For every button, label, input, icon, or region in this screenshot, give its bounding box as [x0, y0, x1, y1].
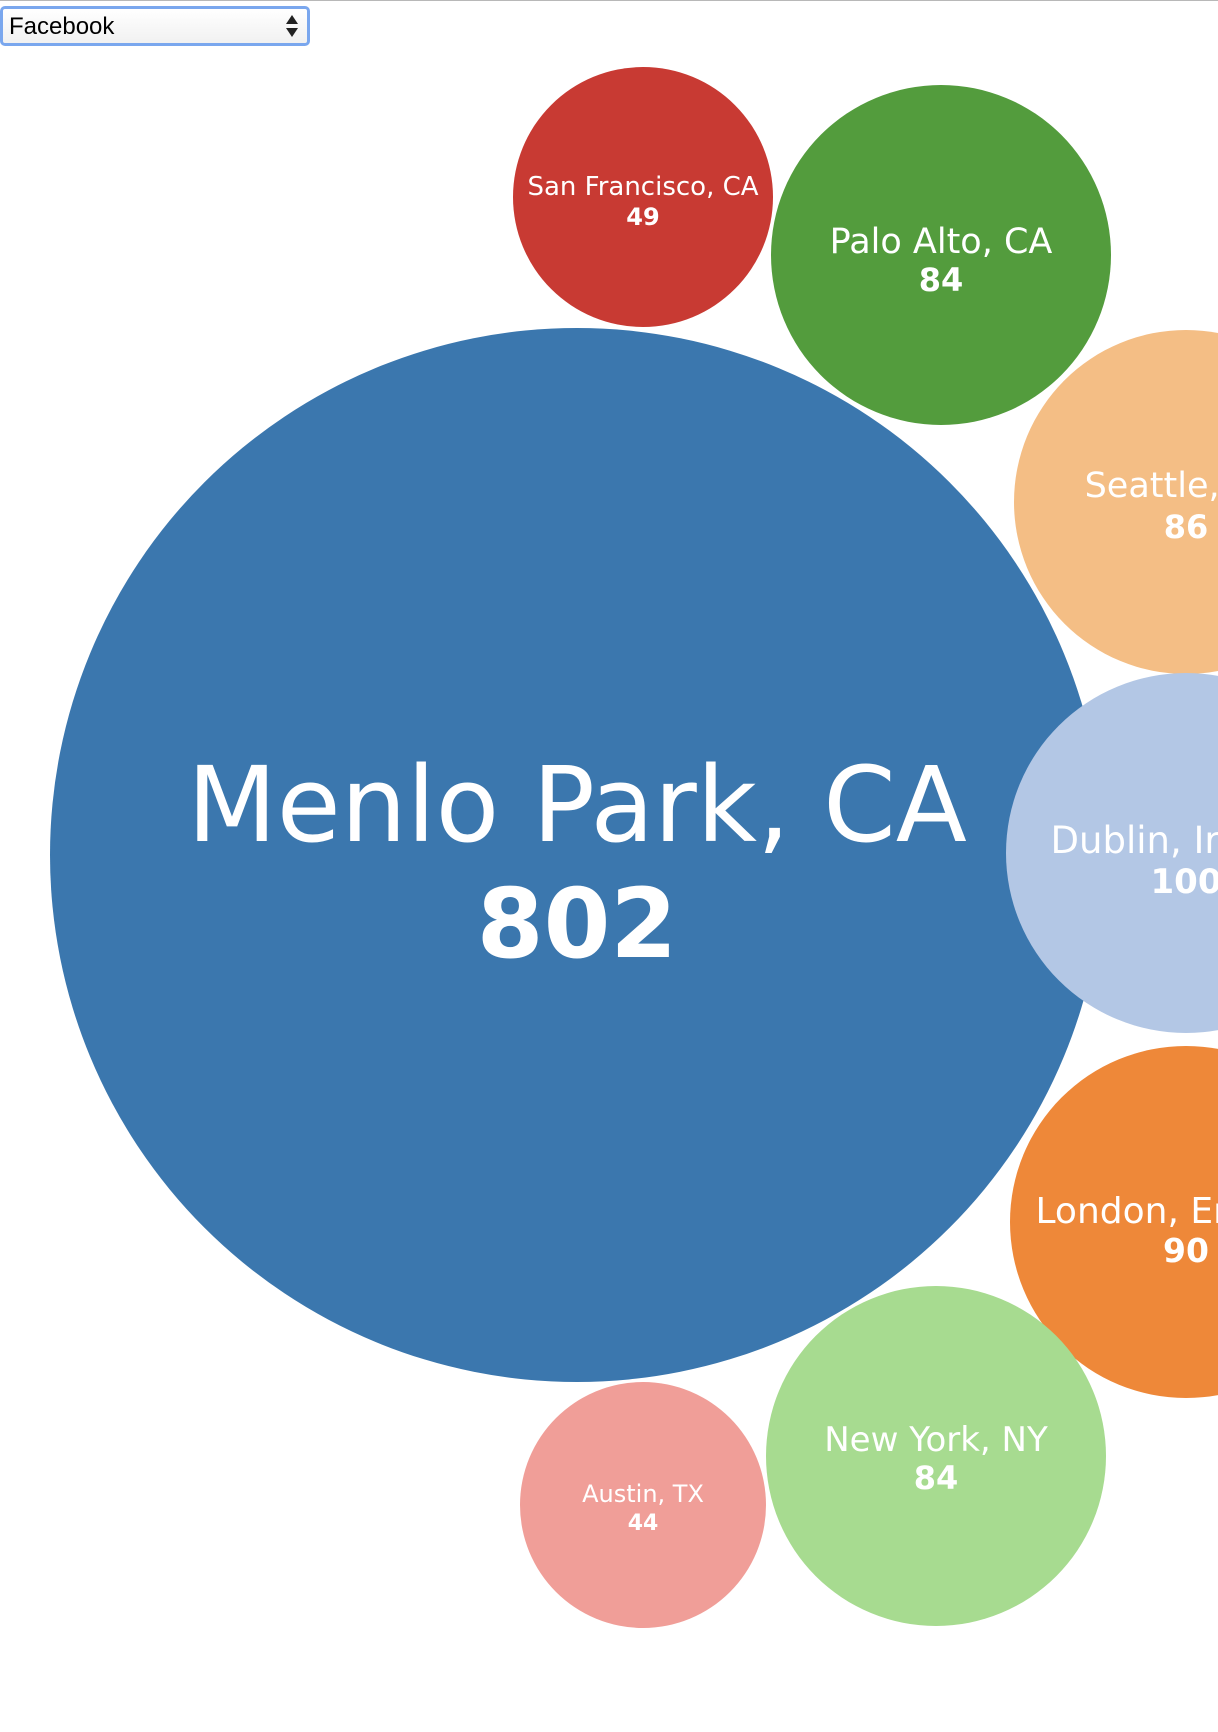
bubble-value: 84 — [914, 1459, 959, 1497]
bubble-value: 90 — [1163, 1231, 1209, 1270]
bubble-value: 44 — [628, 1511, 659, 1536]
company-dropdown[interactable]: Facebook — [3, 9, 307, 43]
bubble-label: Seattle, WA — [1085, 466, 1218, 506]
bubble-circle — [1014, 330, 1218, 674]
top-border — [0, 0, 1218, 1]
bubble-circle — [771, 85, 1111, 425]
bubble-label: Menlo Park, CA — [187, 744, 967, 866]
bubble-value: 100 — [1151, 862, 1218, 902]
bubble-circle — [520, 1382, 766, 1628]
bubble-circle — [1006, 673, 1218, 1033]
bubble-circle — [1010, 1046, 1218, 1398]
bubble-label: London, England — [1036, 1191, 1218, 1232]
bubble-circle — [513, 67, 773, 327]
bubble-value: 84 — [919, 261, 964, 299]
bubble-3: Seattle, WA86 — [1014, 330, 1218, 674]
bubble-7: Austin, TX 44 — [520, 1382, 766, 1628]
company-select[interactable]: Facebook — [0, 6, 310, 46]
bubble-circle — [50, 328, 1104, 1382]
bubble-label: Palo Alto, CA — [830, 222, 1053, 262]
bubble-circle — [766, 1286, 1106, 1626]
bubble-4: Dublin, Ireland100 — [1006, 673, 1218, 1033]
bubble-label: San Francisco, CA — [527, 172, 758, 202]
bubble-value: 49 — [626, 203, 659, 231]
bubble-label: New York, NY — [824, 1420, 1048, 1460]
bubble-value: 802 — [477, 868, 677, 980]
bubble-5: London, England90 — [1010, 1046, 1218, 1398]
bubble-label: Dublin, Ireland — [1051, 819, 1218, 862]
bubble-label: Austin, TX — [582, 1480, 704, 1508]
bubble-value: 86 — [1164, 508, 1209, 546]
